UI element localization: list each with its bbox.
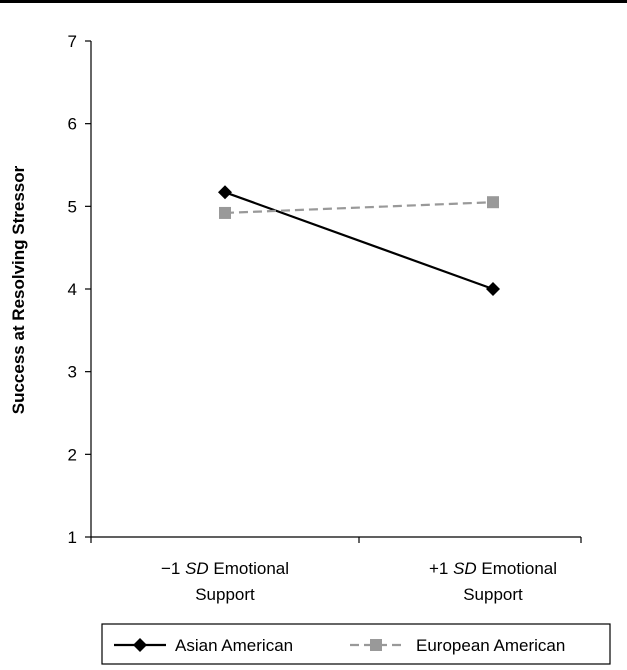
y-tick-label: 5 (68, 197, 77, 216)
x-category-label-line2: Support (463, 585, 523, 604)
series-point-2 (487, 196, 499, 209)
y-tick-label: 7 (68, 32, 77, 51)
top-rule (0, 0, 627, 3)
series-point-1 (218, 185, 232, 200)
y-tick-label: 1 (68, 528, 77, 547)
x-category-label-line2: Support (195, 585, 255, 604)
x-category-label: −1 SD Emotional (161, 559, 289, 578)
x-category-label: +1 SD Emotional (429, 559, 557, 578)
legend-label-1: Asian American (175, 636, 293, 655)
series-line-1 (224, 191, 494, 291)
legend-label-2: European American (416, 636, 565, 655)
legend-swatch-marker-2 (370, 639, 382, 651)
y-tick-label: 3 (68, 363, 77, 382)
y-tick-label: 6 (68, 115, 77, 134)
series-point-2 (219, 206, 231, 219)
series-line-2 (224, 201, 494, 215)
y-tick-label: 4 (68, 280, 77, 299)
y-tick-label: 2 (68, 445, 77, 464)
y-axis-label: Success at Resolving Stressor (9, 165, 28, 414)
legend-swatch-marker-1 (133, 638, 147, 652)
series-point-1 (486, 282, 500, 296)
